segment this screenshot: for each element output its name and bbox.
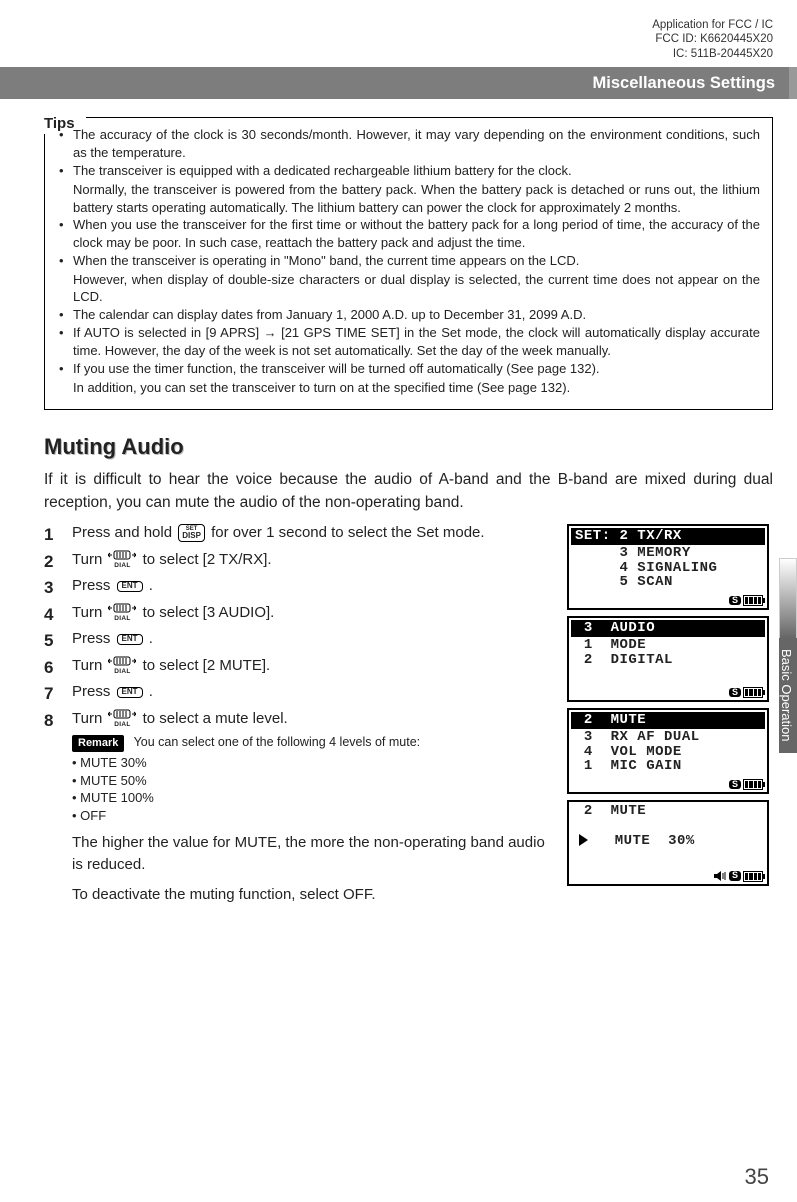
post-note-2: To deactivate the muting function, selec… [44,884,553,906]
tip-item: The transceiver is equipped with a dedic… [57,162,760,180]
mute-option: • MUTE 50% [72,772,553,790]
step-3: Press ENT . [44,575,553,598]
mute-option: • MUTE 100% [72,789,553,807]
battery-icon [743,595,763,606]
s-badge-icon: S [729,871,741,880]
muting-heading: Muting Audio [44,432,773,462]
mute-option: • MUTE 30% [72,754,553,772]
intro-text: If it is difficult to hear the voice bec… [44,469,773,514]
s-badge-icon: S [729,688,741,697]
step-list: Press and hold SET DISP for over 1 secon… [44,522,553,730]
ent-button-icon: ENT [117,581,143,592]
header-meta: Application for FCC / IC FCC ID: K662044… [44,18,773,61]
side-tab-label: Basic Operation [779,638,797,753]
battery-icon [743,687,763,698]
dial-knob-icon: DIAL [108,549,136,571]
dial-knob-icon: DIAL [108,708,136,730]
battery-icon [743,779,763,790]
cursor-arrow-icon [579,834,588,846]
tip-continuation: However, when display of double-size cha… [57,271,760,306]
step-7: Press ENT . [44,681,553,704]
lcd-screen-2: 3 AUDIO 1 MODE 2 DIGITAL S [567,616,769,702]
tip-item: When the transceiver is operating in "Mo… [57,252,760,270]
step-5: Press ENT . [44,628,553,651]
speaker-mute-icon [713,870,727,882]
page-number: 35 [745,1162,769,1192]
disp-button-icon: SET DISP [178,524,205,542]
step-4: Turn DIAL to select [3 AUDIO]. [44,602,553,625]
tip-item: If you use the timer function, the trans… [57,360,760,378]
section-banner-title: Miscellaneous Settings [593,72,775,94]
step-2: Turn DIAL to select [2 TX/RX]. [44,549,553,572]
dial-knob-icon: DIAL [108,655,136,677]
side-tab: Basic Operation [779,558,797,753]
meta-line-1: Application for FCC / IC [44,18,773,32]
tip-item: The calendar can display dates from Janu… [57,306,760,324]
tips-box: The accuracy of the clock is 30 seconds/… [44,118,773,409]
lcd-screen-1: SET: 2 TX/RX 3 MEMORY 4 SIGNALING 5 SCAN… [567,524,769,610]
tip-item: When you use the transceiver for the fir… [57,216,760,251]
remark-badge: Remark [72,735,124,752]
lcd-screen-3: 2 MUTE 3 RX AF DUAL 4 VOL MODE 1 MIC GAI… [567,708,769,794]
remark-line: Remark You can select one of the followi… [72,734,553,752]
ent-button-icon: ENT [117,634,143,645]
step-1: Press and hold SET DISP for over 1 secon… [44,522,553,545]
s-badge-icon: S [729,596,741,605]
dial-knob-icon: DIAL [108,602,136,624]
tip-continuation: Normally, the transceiver is powered fro… [57,181,760,216]
s-badge-icon: S [729,780,741,789]
post-note-1: The higher the value for MUTE, the more … [44,832,553,876]
tip-continuation: In addition, you can set the transceiver… [57,379,760,397]
tip-item: The accuracy of the clock is 30 seconds/… [57,126,760,161]
lcd-screen-4: 2 MUTE MUTE 30% S [567,800,769,886]
meta-line-2: FCC ID: K6620445X20 [44,32,773,46]
section-banner: Miscellaneous Settings [0,67,797,99]
battery-icon [743,871,763,882]
tip-item: If AUTO is selected in [9 APRS] → [21 GP… [57,324,760,359]
step-6: Turn DIAL to select [2 MUTE]. [44,655,553,678]
meta-line-3: IC: 511B-20445X20 [44,47,773,61]
remark-text: You can select one of the following 4 le… [134,735,421,749]
ent-button-icon: ENT [117,687,143,698]
step-8: Turn DIAL to select a mute level. [44,708,553,731]
mute-option: • OFF [72,807,553,825]
